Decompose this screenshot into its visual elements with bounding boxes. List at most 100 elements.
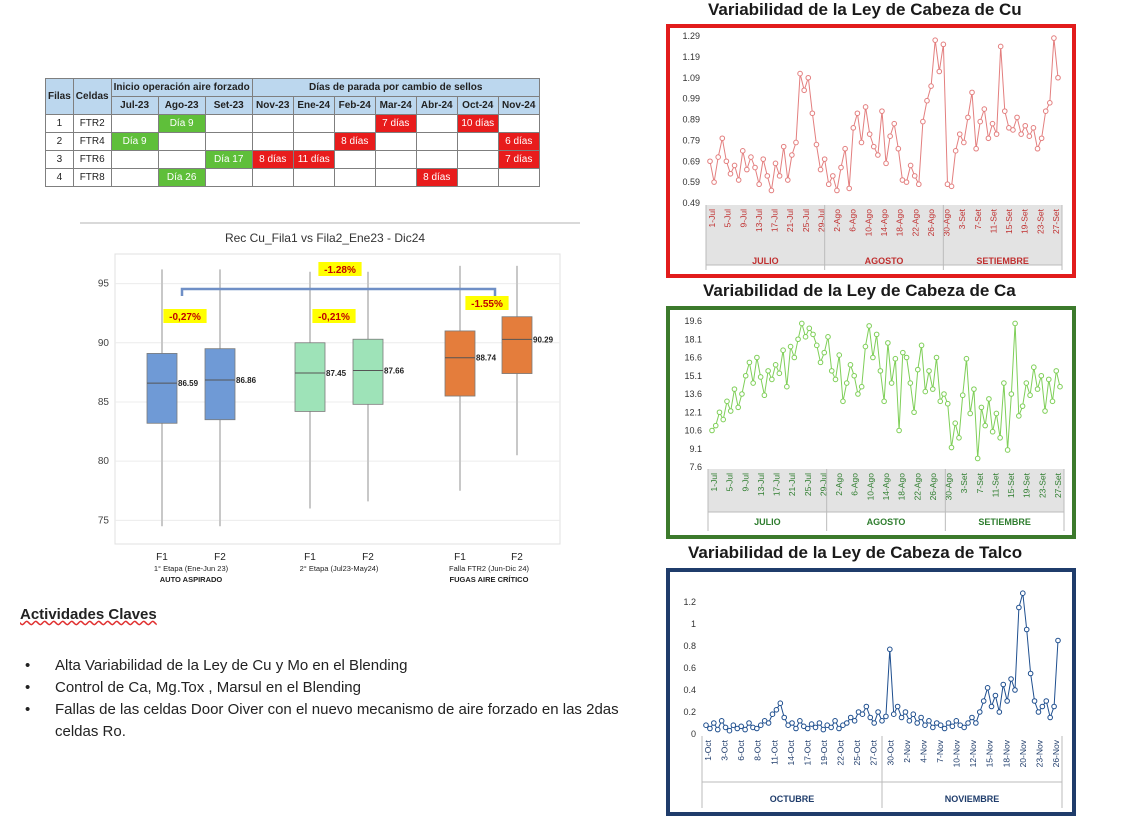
data-point (854, 110, 861, 117)
data-point (787, 343, 794, 350)
y-tick-label: 0.8 (683, 641, 696, 651)
data-point (748, 154, 754, 160)
y-tick-label: 90 (98, 338, 110, 349)
data-point (752, 164, 758, 171)
data-point (1042, 108, 1049, 114)
data-point (799, 320, 805, 327)
data-point (945, 720, 952, 726)
data-point (926, 368, 932, 374)
activities-list: Alta Variabilidad de la Ley de Cu y Mo e… (20, 655, 640, 743)
data-point (858, 139, 865, 146)
table-cell (374, 168, 417, 187)
data-point (1022, 122, 1029, 129)
data-point (804, 725, 811, 732)
x-tick-label: 4-Nov (918, 739, 928, 762)
x-tick-label: 13-Jul (754, 209, 764, 232)
group-pct-label-bg (465, 296, 509, 310)
data-point (1001, 380, 1007, 386)
data-point (896, 427, 902, 434)
data-point (907, 380, 914, 386)
median-label: 88.74 (476, 354, 497, 363)
data-point (1026, 133, 1033, 139)
data-point (877, 368, 884, 374)
x-tick-label: 18-Nov (1001, 739, 1011, 767)
y-tick-label: 0 (691, 729, 696, 739)
data-point (825, 334, 831, 340)
cell-celda: FTR6 (72, 150, 112, 169)
x-tick-label: 26-Nov (1051, 739, 1061, 767)
data-point (750, 380, 756, 386)
activity-item: Control de Ca, Mg.Tox , Marsul en el Ble… (20, 677, 640, 699)
data-point (730, 722, 737, 728)
data-point (840, 398, 846, 405)
table-cell (333, 168, 376, 187)
x-tick-label: 20-Nov (1018, 739, 1028, 767)
group-label: JULIO (754, 517, 781, 527)
x-tick-label: 23-Set (1035, 208, 1045, 234)
table-cell: 7 días (374, 114, 417, 133)
data-point (997, 435, 1003, 441)
data-point (738, 723, 744, 730)
data-point (820, 726, 827, 733)
data-point (719, 135, 726, 142)
data-point (906, 718, 913, 724)
x-tick-label: 1-Jul (709, 473, 719, 492)
data-point (1031, 364, 1037, 371)
data-point (965, 720, 971, 726)
table-cell (251, 114, 294, 133)
data-point (1034, 386, 1041, 392)
talco-chart-panel: 0 0.2 0.4 0.6 0.8 1 1.2 1-Oct 3-Oct 6-Oct 8-Oct 11-… (666, 568, 1076, 816)
data-point (1043, 698, 1050, 704)
data-point (1049, 398, 1056, 405)
box (444, 330, 476, 397)
data-point (920, 118, 926, 125)
box (146, 353, 178, 424)
month-header: Feb-24 (333, 96, 376, 115)
group-label: SETIEMBRE (976, 256, 1029, 266)
table-cell (204, 114, 253, 133)
data-point (703, 722, 709, 728)
group-label: 1° Etapa (Ene-Jun 23) (154, 564, 229, 573)
table-cell (110, 114, 159, 133)
data-point (1014, 114, 1020, 121)
x-tick-label: 14-Ago (879, 209, 889, 237)
data-point (1001, 108, 1008, 114)
data-point (744, 166, 750, 173)
data-point (1018, 131, 1024, 137)
data-point (980, 698, 987, 704)
table-cell (110, 150, 159, 169)
data-point (754, 725, 760, 732)
data-point (718, 718, 725, 724)
data-point (1057, 383, 1063, 390)
data-point (1012, 687, 1018, 693)
data-point (1004, 447, 1011, 453)
data-point (772, 160, 779, 167)
data-point (859, 711, 866, 717)
data-point (797, 70, 803, 77)
data-point (867, 714, 874, 721)
cell-fila: 1 (45, 114, 74, 133)
data-point (1045, 376, 1052, 383)
data-point (911, 173, 918, 179)
data-point (1038, 135, 1045, 142)
x-tick-label: 30-Ago (944, 473, 954, 501)
data-point (932, 37, 938, 43)
data-point (757, 374, 764, 380)
data-point (948, 444, 955, 451)
data-point (883, 713, 889, 720)
x-tick-label: 10-Nov (952, 739, 962, 767)
data-point (911, 409, 917, 416)
data-point (711, 179, 717, 185)
group-pct-label: -1.55% (471, 299, 503, 310)
data-point (842, 145, 848, 152)
data-point (887, 646, 893, 653)
data-point (862, 343, 869, 350)
data-point (956, 131, 963, 137)
table-cell (251, 132, 294, 151)
month-header: Abr-24 (415, 96, 458, 115)
x-tick-label: 27-Set (1053, 472, 1063, 498)
data-point (1055, 637, 1061, 644)
axis-band (706, 205, 1062, 265)
data-point (973, 145, 979, 152)
data-point (756, 181, 762, 188)
